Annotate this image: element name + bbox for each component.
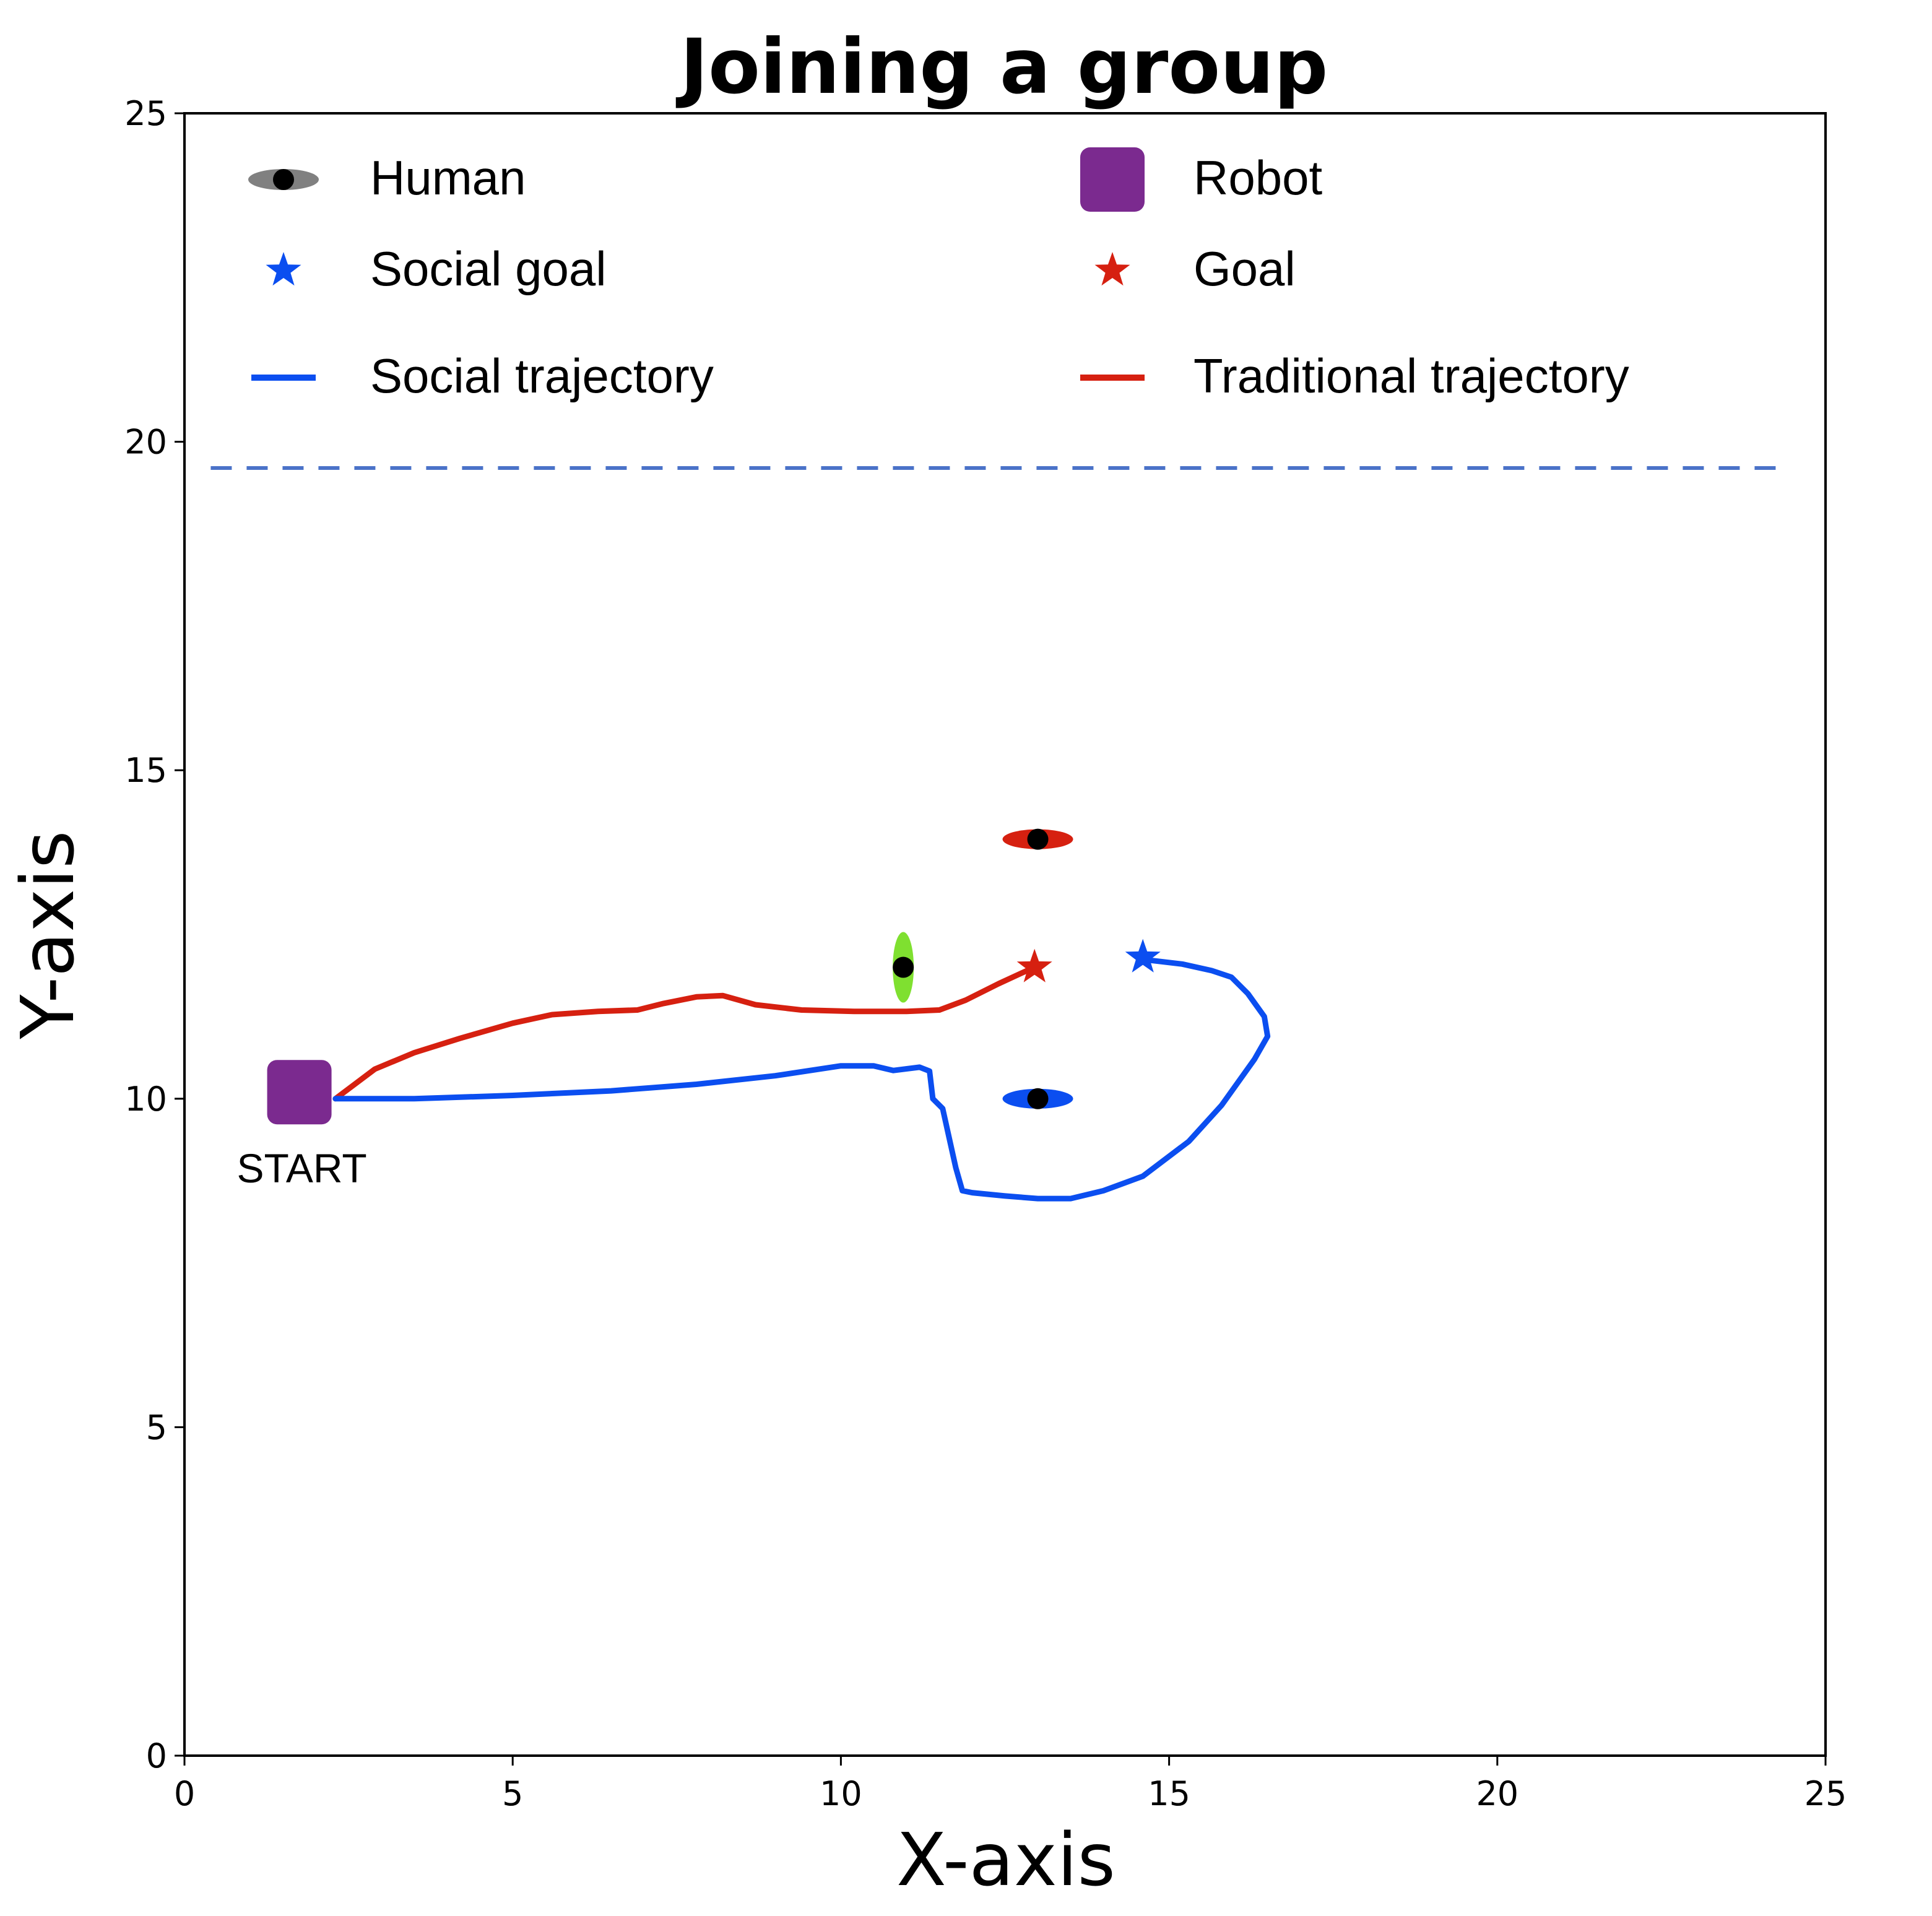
x-tick-label: 20 bbox=[1476, 1774, 1518, 1813]
x-tick-label: 15 bbox=[1148, 1774, 1190, 1813]
social-trajectory-line bbox=[332, 956, 1271, 1202]
legend-label: Human bbox=[370, 150, 526, 205]
legend-label: Social trajectory bbox=[370, 349, 714, 403]
legend-social-goal-icon bbox=[266, 252, 301, 286]
plot-frame bbox=[183, 112, 1827, 1757]
x-tick-label: 0 bbox=[174, 1774, 195, 1813]
robot-marker bbox=[267, 1060, 332, 1125]
y-axis-label: Y-axis bbox=[5, 830, 90, 1039]
human-head-marker bbox=[1027, 1088, 1049, 1109]
legend-goal-icon bbox=[1094, 252, 1130, 286]
traditional-trajectory-line bbox=[332, 966, 1034, 1102]
y-tick-label: 15 bbox=[124, 751, 167, 790]
y-tick-label: 5 bbox=[146, 1408, 167, 1447]
legend-human-head-icon bbox=[273, 169, 294, 190]
y-tick-label: 20 bbox=[124, 423, 167, 462]
plot-area: START bbox=[210, 466, 1787, 1202]
legend-label: Robot bbox=[1193, 150, 1322, 205]
x-tick-label: 5 bbox=[502, 1774, 523, 1813]
legend-label: Traditional trajectory bbox=[1193, 349, 1629, 403]
social-goal-star-marker bbox=[1125, 938, 1161, 973]
legend-label: Social goal bbox=[370, 241, 607, 296]
legend-robot-icon bbox=[1080, 147, 1145, 212]
goal-star-marker bbox=[1016, 948, 1052, 982]
start-annotation: START bbox=[236, 1145, 366, 1191]
human-head-marker bbox=[893, 956, 914, 978]
legend: Human Robot Social goal Goal Social trajecto… bbox=[248, 147, 1629, 403]
y-tick-label: 10 bbox=[124, 1080, 167, 1119]
x-tick-label: 10 bbox=[820, 1774, 862, 1813]
y-tick-label: 0 bbox=[146, 1736, 167, 1775]
x-axis-label: X-axis bbox=[896, 1817, 1115, 1902]
x-tick-label: 25 bbox=[1804, 1774, 1847, 1813]
y-tick-label: 25 bbox=[124, 94, 167, 133]
legend-label: Goal bbox=[1193, 241, 1296, 296]
chart-title: Joining a group bbox=[676, 23, 1328, 111]
axes-ticks: 0 5 10 15 20 25 0 5 10 15 20 25 bbox=[124, 94, 1847, 1813]
human-head-marker bbox=[1027, 828, 1049, 850]
